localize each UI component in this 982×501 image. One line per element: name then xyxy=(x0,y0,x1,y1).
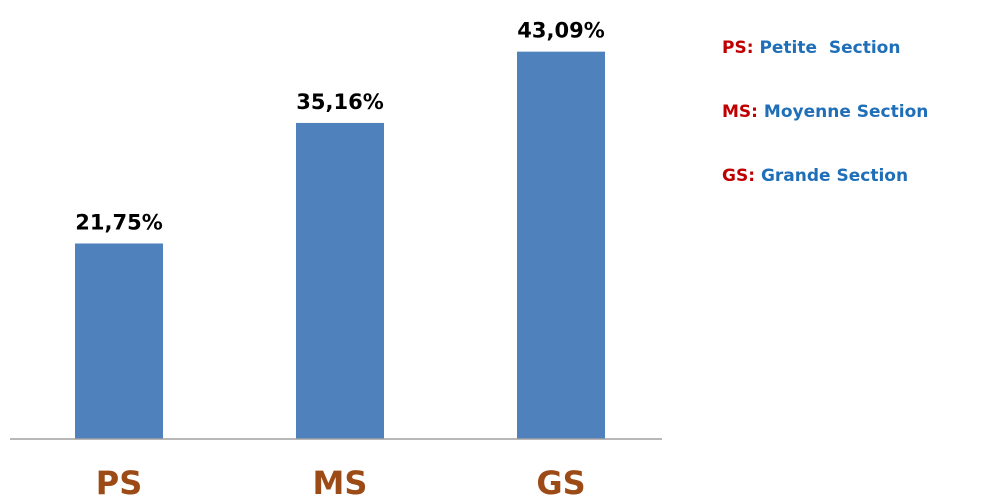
legend-abbr: MS xyxy=(722,102,752,122)
legend-item-gs: GS: Grande Section xyxy=(722,166,977,187)
legend-separator: : xyxy=(751,102,758,122)
category-labels-group: PS MS GS xyxy=(96,464,586,501)
bars-group xyxy=(75,51,605,440)
legend-item-ms: MS: Moyenne Section xyxy=(722,102,977,123)
value-label-ps: 21,75% xyxy=(75,210,162,234)
legend-abbr: GS xyxy=(722,166,749,186)
legend-item-ps: PS: Petite Section xyxy=(722,38,977,59)
legend-text: Petite Section xyxy=(759,38,901,58)
legend-text: Moyenne Section xyxy=(763,102,929,122)
category-label-ps: PS xyxy=(96,464,143,501)
category-label-ms: MS xyxy=(313,464,368,501)
value-label-ms: 35,16% xyxy=(296,90,383,114)
legend: PS: Petite Section MS: Moyenne Section G… xyxy=(722,38,977,230)
bar-ms xyxy=(296,122,384,439)
value-labels-group: 21,75% 35,16% 43,09% xyxy=(75,19,604,235)
legend-abbr: PS xyxy=(722,38,747,58)
legend-separator: : xyxy=(748,166,756,186)
legend-separator: : xyxy=(746,38,754,58)
bar-gs xyxy=(517,51,605,440)
bar-ps xyxy=(75,243,163,439)
value-label-gs: 43,09% xyxy=(517,19,604,43)
legend-text: Grande Section xyxy=(760,166,909,186)
category-label-gs: GS xyxy=(536,464,585,501)
